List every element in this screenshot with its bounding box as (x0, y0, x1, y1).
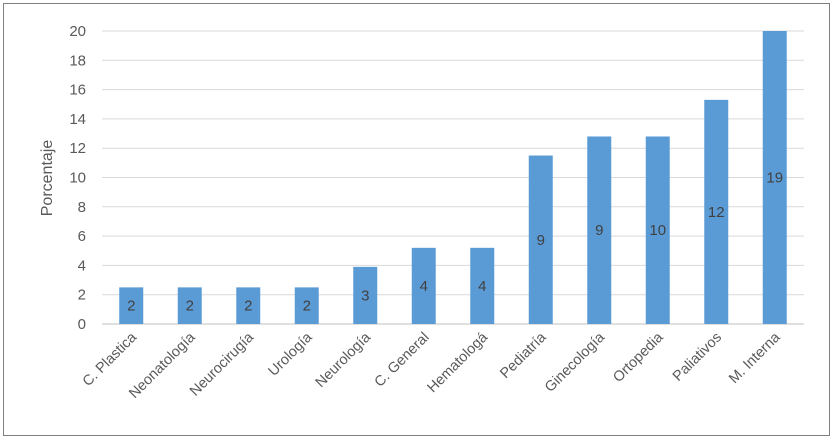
x-category-label: M. Interna (726, 329, 784, 387)
bar (119, 287, 144, 324)
data-label: 3 (361, 287, 369, 304)
data-label: 2 (244, 298, 252, 315)
bar (353, 266, 378, 324)
bar (587, 136, 612, 324)
x-category-label: Ginecología (542, 329, 609, 396)
bar (645, 136, 670, 324)
y-tick-label: 14 (69, 111, 86, 128)
chart-frame (3, 3, 830, 436)
y-tick-label: 0 (78, 316, 86, 333)
bar (411, 247, 436, 324)
y-tick-label: 10 (69, 170, 86, 187)
y-tick-label: 4 (78, 257, 86, 274)
data-label: 19 (766, 170, 783, 187)
bar (470, 247, 495, 324)
data-label: 2 (127, 298, 135, 315)
bar (236, 287, 261, 324)
x-category-label: Pediatría (497, 329, 550, 382)
data-label: 2 (186, 298, 194, 315)
bar (528, 155, 553, 324)
bars (119, 31, 787, 324)
bar (177, 287, 202, 324)
y-tick-label: 12 (69, 140, 86, 157)
y-tick-label: 2 (78, 287, 86, 304)
y-tick-label: 16 (69, 82, 86, 99)
y-tick-label: 20 (69, 23, 86, 40)
y-axis-ticks: 0 2 4 6 8 10 12 14 16 18 20 (69, 23, 86, 333)
x-category-label: Hematologá (424, 329, 491, 396)
data-label: 2 (303, 298, 311, 315)
x-category-label: Ortopedia (610, 329, 667, 386)
data-label: 9 (537, 232, 545, 249)
y-tick-label: 18 (69, 52, 86, 69)
data-label: 9 (595, 222, 603, 239)
y-axis-label: Porcentaje (39, 140, 56, 217)
x-category-label: C. Plastica (80, 329, 141, 390)
x-category-label: Paliativos (670, 330, 725, 385)
data-label: 12 (708, 204, 725, 221)
data-label: 4 (420, 278, 428, 295)
bar (762, 31, 787, 324)
x-category-label: Neurocirugía (187, 329, 258, 400)
bar (294, 287, 319, 324)
y-tick-label: 6 (78, 228, 86, 245)
data-labels: 2 2 2 2 3 4 4 9 9 10 12 19 (127, 170, 783, 315)
y-tick-label: 8 (78, 199, 86, 216)
x-category-label: Neurología (313, 329, 375, 391)
bar (704, 99, 729, 324)
data-label: 10 (649, 222, 666, 239)
x-category-label: C. General (372, 330, 433, 391)
x-category-label: Urología (266, 329, 317, 380)
data-label: 4 (478, 278, 486, 295)
gridlines (102, 30, 804, 325)
